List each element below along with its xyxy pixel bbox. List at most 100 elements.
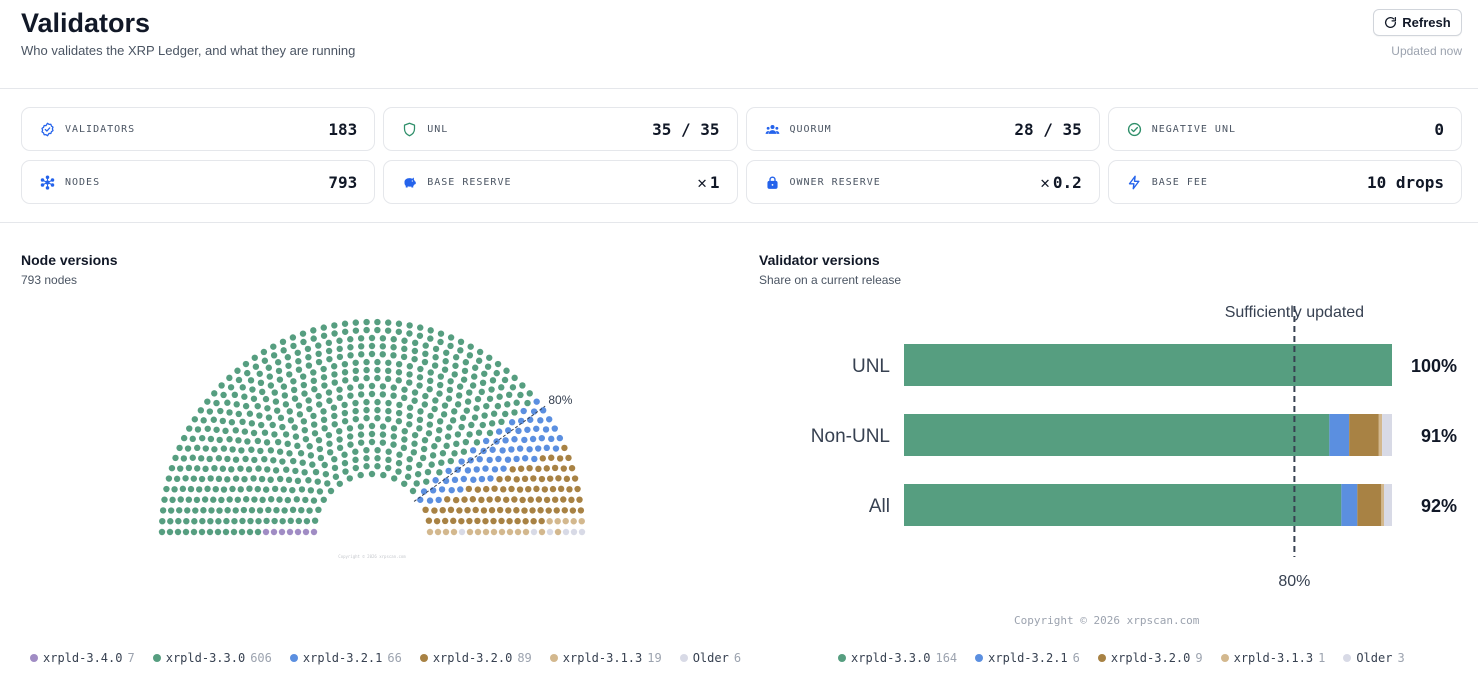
seat-dot — [446, 424, 453, 431]
seat-dot — [538, 528, 546, 536]
bar-segment — [1357, 484, 1382, 526]
seat-dot — [235, 437, 242, 444]
seat-dot — [445, 467, 452, 475]
seat-dot — [255, 517, 262, 525]
seat-dot — [450, 528, 458, 536]
seat-dot — [424, 468, 432, 476]
seat-dot — [276, 496, 283, 503]
seat-dot — [566, 486, 573, 493]
legend-label: xrpld-3.2.0 — [432, 651, 513, 665]
seat-dot — [451, 450, 458, 457]
seat-dot — [295, 358, 302, 365]
seat-dot — [524, 399, 531, 407]
legend-item[interactable]: xrpld-3.3.0 164 — [838, 651, 957, 665]
bar-segment — [1384, 484, 1392, 526]
stat-label: OWNER RESERVE — [789, 176, 881, 188]
seat-dot — [498, 528, 506, 536]
seat-dot — [427, 377, 434, 385]
seat-dot — [189, 454, 196, 461]
seat-dot — [380, 471, 387, 479]
seat-dot — [303, 517, 311, 525]
legend-item[interactable]: xrpld-3.2.1 66 — [289, 651, 402, 665]
legend-swatch — [679, 654, 688, 662]
validator-versions-subtitle: Share on a current release — [759, 273, 902, 287]
seat-dot — [443, 349, 450, 356]
seat-dot — [368, 390, 376, 398]
seat-dot — [226, 374, 233, 382]
bar-category-label: UNL — [852, 356, 890, 377]
seat-dot — [357, 471, 364, 479]
stat-label: VALIDATORS — [65, 123, 136, 135]
seat-dot — [384, 375, 392, 383]
seat-dot — [210, 416, 217, 423]
legend-item[interactable]: Older 6 — [679, 651, 741, 665]
seat-dot — [469, 496, 477, 503]
bar-segment — [904, 484, 1342, 526]
bar-share-label: 91% — [1421, 426, 1457, 446]
seat-dot — [302, 435, 310, 443]
seat-dot — [390, 336, 397, 343]
badge-check-icon — [40, 122, 55, 137]
seat-dot — [406, 379, 413, 386]
legend-item[interactable]: xrpld-3.2.0 9 — [1097, 651, 1203, 665]
stat-label: BASE FEE — [1151, 176, 1208, 188]
seat-dot — [185, 464, 193, 472]
seat-dot — [315, 358, 323, 366]
seat-dot — [248, 507, 256, 514]
seat-dot — [233, 401, 240, 408]
seat-dot — [206, 455, 213, 463]
seat-dot — [331, 379, 338, 386]
seat-dot — [261, 429, 269, 436]
stat-value: 28 / 35 — [1014, 119, 1082, 139]
seat-dot — [274, 438, 282, 446]
seat-dot — [511, 496, 518, 503]
seat-dot — [182, 475, 189, 482]
seat-dot — [255, 465, 262, 472]
seat-dot — [508, 419, 516, 426]
seat-dot — [416, 416, 424, 424]
bar-share-label: 100% — [1411, 356, 1457, 376]
legend-item[interactable]: xrpld-3.1.3 1 — [1220, 651, 1325, 665]
seat-dot — [363, 374, 370, 382]
legend-item[interactable]: xrpld-3.1.3 19 — [549, 651, 662, 665]
seat-dot — [357, 391, 365, 398]
seat-dot — [248, 446, 255, 453]
refresh-button[interactable]: Refresh — [1373, 9, 1462, 36]
legend-item[interactable]: xrpld-3.2.0 89 — [419, 651, 532, 665]
seat-dot — [502, 496, 510, 503]
node-versions-title: Node versions — [21, 252, 118, 268]
seat-dot — [363, 326, 370, 334]
seat-dot — [290, 378, 297, 385]
legend-label: xrpld-3.1.3 — [562, 651, 643, 665]
seat-dot — [568, 496, 575, 504]
seat-dot — [257, 379, 265, 387]
seat-dot — [535, 445, 542, 452]
bar-segment — [1341, 484, 1358, 526]
seat-dot — [220, 486, 228, 493]
validator-versions-legend: xrpld-3.3.0 164 xrpld-3.2.1 6 xrpld-3.2.0 9 xr… — [838, 651, 1405, 665]
seat-dot — [271, 389, 278, 396]
seat-dot — [195, 486, 203, 493]
seat-dot — [300, 381, 308, 389]
seat-dot — [479, 421, 486, 429]
seat-dot — [519, 382, 526, 389]
seat-dot — [500, 486, 507, 493]
seat-dot — [258, 475, 266, 483]
seat-dot — [469, 382, 477, 389]
seat-dot — [406, 371, 413, 378]
seat-dot — [474, 528, 482, 536]
page-subtitle: Who validates the XRP Ledger, and what t… — [21, 43, 356, 58]
seat-dot — [244, 369, 251, 377]
seat-dot — [305, 354, 312, 361]
seat-dot — [513, 507, 520, 514]
legend-item[interactable]: Older 3 — [1343, 651, 1405, 665]
seat-dot — [284, 496, 292, 504]
legend-item[interactable]: xrpld-3.3.0 606 — [152, 651, 272, 665]
seat-dot — [347, 352, 354, 359]
seat-dot — [438, 486, 446, 493]
legend-item[interactable]: xrpld-3.2.1 6 — [975, 651, 1080, 665]
seat-dot — [368, 350, 376, 358]
seat-dot — [306, 507, 313, 514]
legend-item[interactable]: xrpld-3.4.0 7 — [30, 651, 135, 665]
seat-dot — [284, 354, 292, 361]
